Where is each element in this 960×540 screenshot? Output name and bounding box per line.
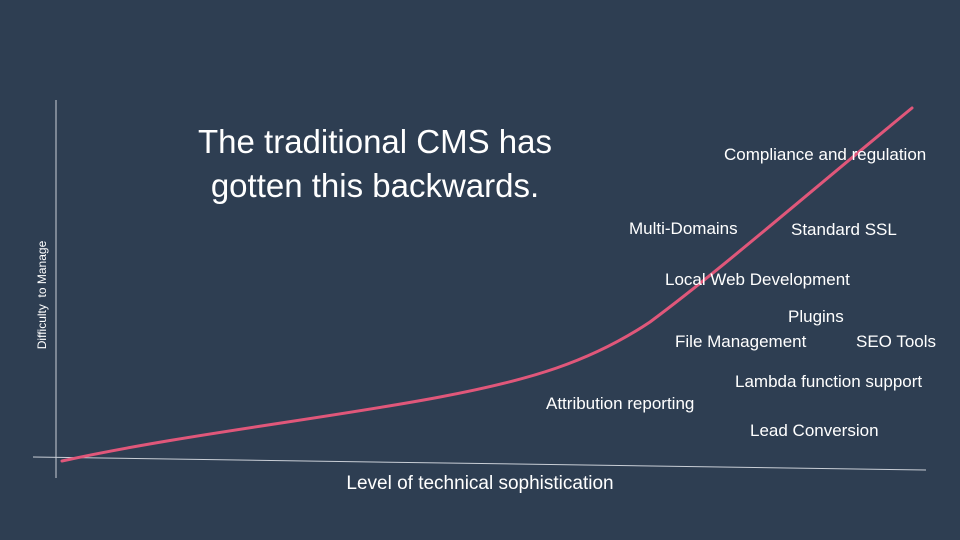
x-axis-label: Level of technical sophistication: [346, 473, 614, 494]
feature-label-local-web-development: Local Web Development: [665, 270, 850, 289]
y-axis-label: Difficulty to Manage: [35, 240, 49, 350]
feature-label-plugins: Plugins: [788, 307, 844, 326]
feature-label-lead-conversion: Lead Conversion: [750, 421, 879, 440]
feature-label-attribution-reporting: Attribution reporting: [546, 394, 695, 413]
feature-label-compliance: Compliance and regulation: [724, 145, 927, 164]
feature-label-seo-tools: SEO Tools: [856, 332, 937, 351]
difficulty-curve: [60, 106, 914, 463]
feature-label-lambda-function-support: Lambda function support: [735, 372, 923, 391]
slide-title: The traditional CMS has gotten this back…: [198, 123, 552, 204]
feature-label-standard-ssl: Standard SSL: [791, 220, 897, 239]
feature-label-multi-domains: Multi-Domains: [629, 219, 738, 238]
feature-label-file-management: File Management: [675, 332, 807, 351]
x-axis: [32, 456, 927, 471]
